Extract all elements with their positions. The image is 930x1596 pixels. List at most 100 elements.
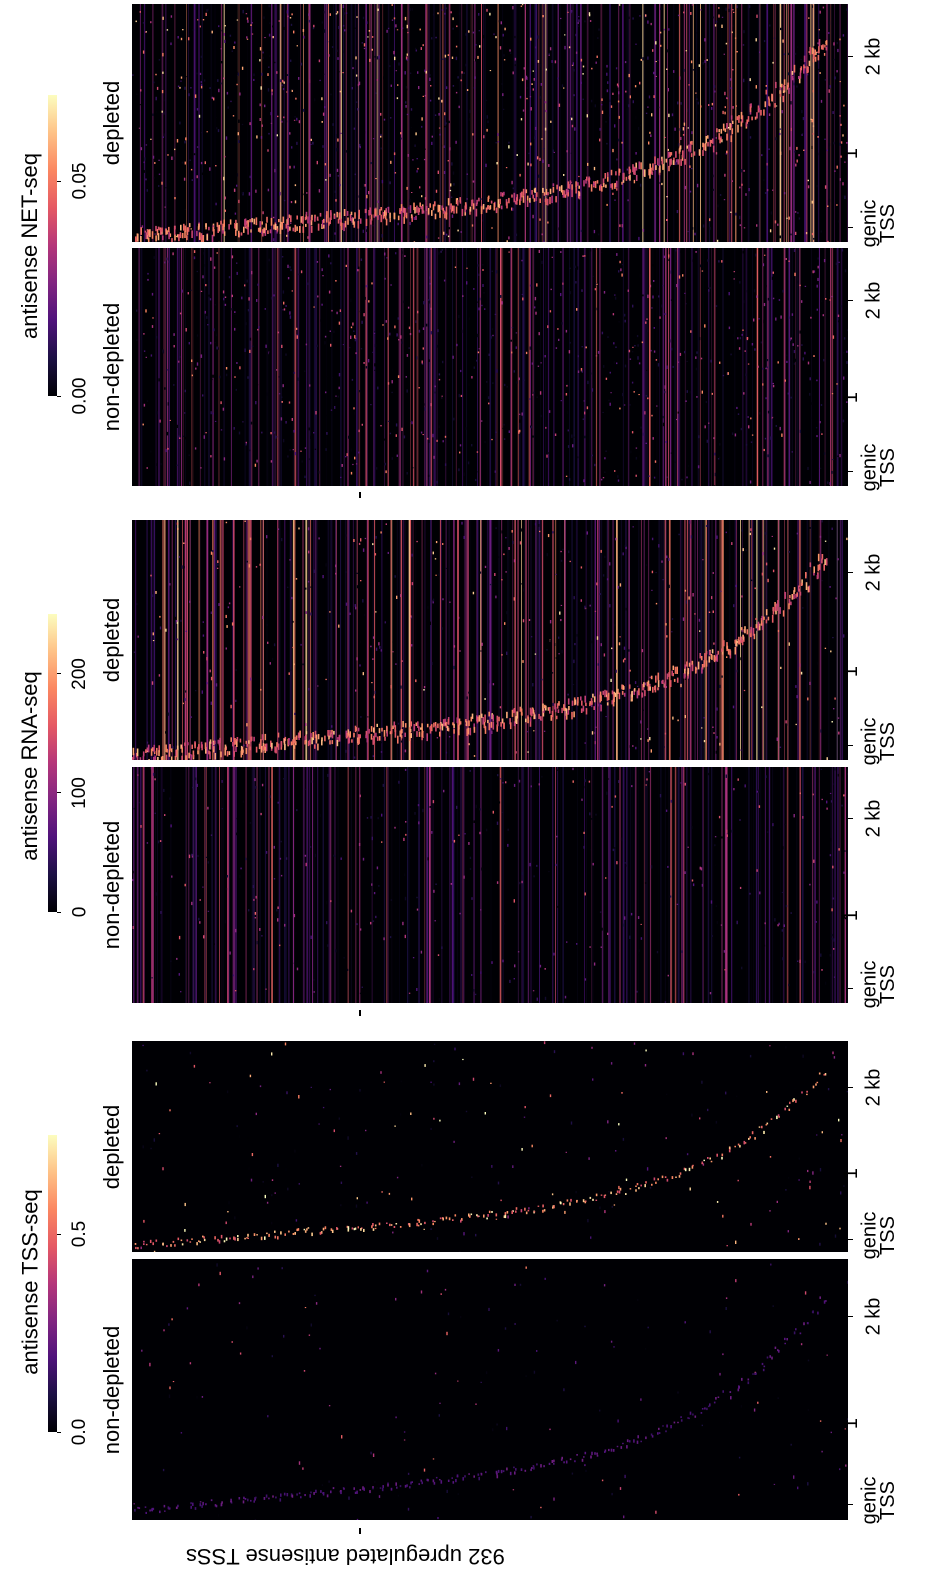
heatmap-cell <box>396 454 398 457</box>
heatmap-signal <box>823 1300 826 1304</box>
heatmap-stripe <box>250 248 252 486</box>
heatmap-stripe <box>683 767 685 1003</box>
heatmap-cell <box>289 266 291 269</box>
heatmap-cell <box>359 310 362 313</box>
heatmap-cell <box>499 778 502 780</box>
heatmap-stripe <box>659 4 661 242</box>
heatmap-cell <box>142 1145 144 1149</box>
heatmap-cell <box>254 463 257 467</box>
heatmap-stripe <box>658 767 659 1003</box>
heatmap-stripe <box>252 4 253 242</box>
heatmap-cell <box>793 362 796 365</box>
heatmap-cell <box>744 350 746 352</box>
heatmap-cell <box>353 756 356 759</box>
heatmap-cell <box>387 551 389 554</box>
heatmap-cell <box>521 412 523 416</box>
heatmap-cell <box>762 383 764 386</box>
heatmap-cell <box>804 351 806 355</box>
heatmap-cell <box>427 857 429 861</box>
heatmap-cell <box>218 603 220 606</box>
heatmap-cell <box>811 145 813 149</box>
heatmap-signal <box>592 1198 594 1201</box>
heatmap-cell <box>639 15 641 17</box>
heatmap-cell <box>768 148 770 150</box>
heatmap-signal <box>751 1131 754 1135</box>
heatmap-cell <box>342 24 345 27</box>
heatmap-cell <box>795 685 797 688</box>
heatmap-cell <box>342 4 345 8</box>
heatmap-cell <box>319 125 322 127</box>
heatmap-cell <box>310 1323 312 1327</box>
heatmap-signal <box>376 736 379 741</box>
heatmap-stripe <box>551 4 554 242</box>
x-tick-mark <box>848 915 853 917</box>
heatmap-cell <box>812 1171 814 1175</box>
heatmap-cell <box>505 167 508 169</box>
heatmap-cell <box>686 476 688 479</box>
heatmap-cell <box>176 638 179 641</box>
heatmap-cell <box>463 535 465 539</box>
heatmap-cell <box>241 123 244 126</box>
heatmap-cell <box>300 274 303 278</box>
heatmap-cell <box>820 768 823 770</box>
heatmap-signal <box>490 721 493 728</box>
heatmap-cell <box>750 579 753 582</box>
heatmap-stripe <box>463 4 465 242</box>
heatmap-signal <box>242 1500 245 1504</box>
heatmap-cell <box>661 182 663 186</box>
heatmap-cell <box>715 750 717 754</box>
heatmap-cell <box>786 354 788 356</box>
heatmap-stripe <box>277 520 279 760</box>
heatmap-cell <box>252 885 255 888</box>
heatmap-stripe <box>588 767 590 1003</box>
heatmap-cell <box>529 182 531 184</box>
heatmap-cell <box>219 302 221 304</box>
heatmap-stripe <box>408 767 410 1003</box>
heatmap-cell <box>429 621 431 625</box>
heatmap-stripe <box>456 767 458 1003</box>
heatmap-stripe <box>525 520 527 760</box>
heatmap-signal <box>524 1469 527 1472</box>
heatmap-cell <box>497 556 500 558</box>
heatmap-signal <box>576 1454 578 1456</box>
heatmap-cell <box>376 467 378 470</box>
heatmap-cell <box>826 807 828 810</box>
heatmap-cell <box>515 974 517 977</box>
heatmap-stripe <box>609 4 611 242</box>
heatmap-cell <box>492 334 494 337</box>
heatmap-cell <box>418 821 420 825</box>
heatmap-stripe <box>722 248 724 486</box>
heatmap-cell <box>634 85 637 88</box>
heatmap-cell <box>304 36 306 39</box>
heatmap-cell <box>494 470 496 473</box>
heatmap-signal <box>187 742 189 746</box>
heatmap-stripe <box>785 4 786 242</box>
heatmap-stripe <box>665 248 667 486</box>
heatmap-cell <box>376 1487 378 1489</box>
heatmap-cell <box>815 921 817 923</box>
heatmap-stripe <box>557 767 559 1003</box>
heatmap-cell <box>188 854 191 859</box>
heatmap-cell <box>196 175 198 179</box>
heatmap-cell <box>363 313 365 317</box>
heatmap-signal <box>470 1213 473 1216</box>
heatmap-cell <box>216 346 218 350</box>
heatmap-cell <box>544 996 547 1001</box>
heatmap-stripe <box>483 4 485 242</box>
heatmap-cell <box>459 451 461 454</box>
heatmap-cell <box>719 684 721 688</box>
heatmap-stripe <box>251 767 253 1003</box>
heatmap-cell <box>293 30 295 34</box>
heatmap-cell <box>771 535 773 537</box>
heatmap-cell <box>504 1327 507 1330</box>
heatmap-stripe <box>460 4 462 242</box>
heatmap-cell <box>337 755 340 759</box>
heatmap-cell <box>265 851 268 854</box>
heatmap-signal <box>752 1373 754 1375</box>
heatmap-stripe <box>674 767 677 1003</box>
heatmap-cell <box>412 957 415 959</box>
heatmap-cell <box>785 1046 787 1049</box>
heatmap-cell <box>179 437 181 439</box>
heatmap-cell <box>666 555 668 559</box>
heatmap-cell <box>274 1192 276 1194</box>
